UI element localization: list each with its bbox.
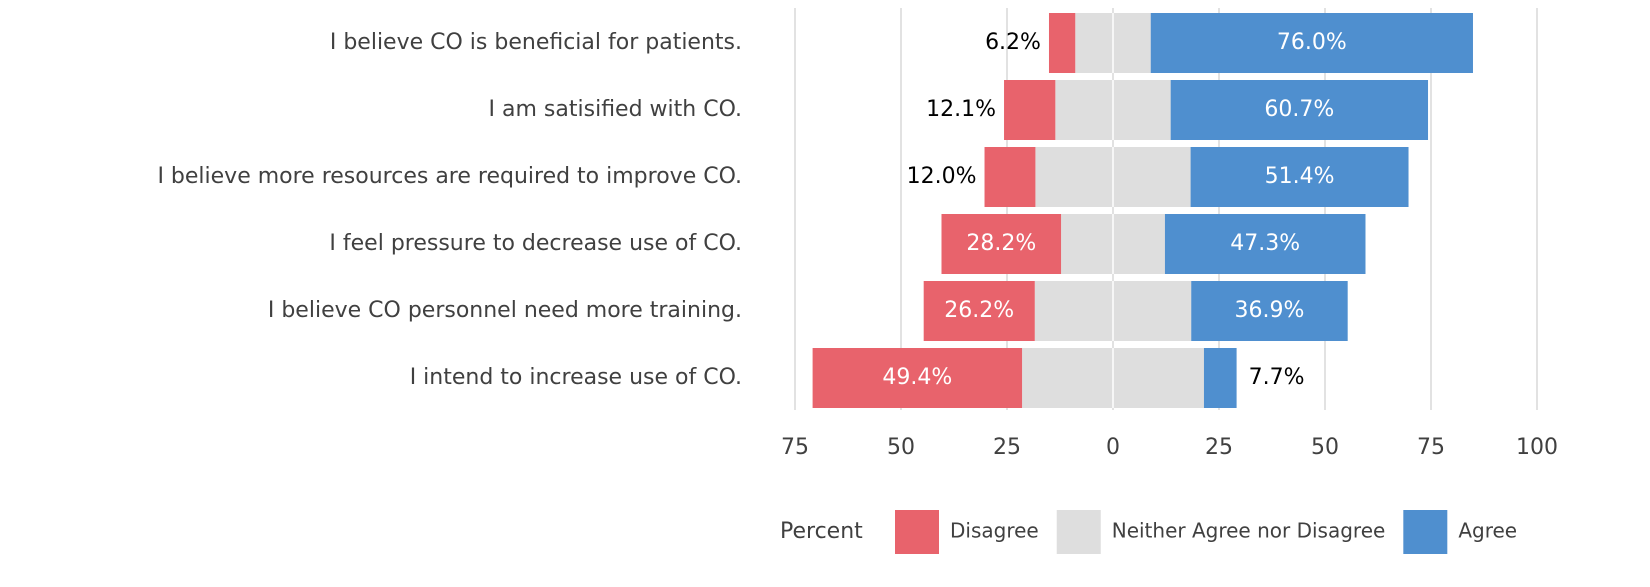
bar-segment xyxy=(1150,13,1473,73)
bar-segment xyxy=(812,348,1023,408)
x-tick-label: 100 xyxy=(1516,435,1558,460)
x-tick-label: 50 xyxy=(1311,435,1339,460)
bar-segment xyxy=(1191,281,1348,341)
x-tick-label: 0 xyxy=(1106,435,1120,460)
bar-segment xyxy=(923,281,1035,341)
bar-segment xyxy=(1190,147,1409,207)
data-label: 7.7% xyxy=(1249,365,1305,390)
category-label: I believe more resources are required to… xyxy=(157,164,742,189)
bar-segment xyxy=(984,147,1036,207)
data-label: 76.0% xyxy=(1277,30,1347,55)
bar-segment xyxy=(1170,80,1429,140)
bar-segment xyxy=(1203,348,1237,408)
bar-segment xyxy=(1048,13,1076,73)
legend-label: Agree xyxy=(1458,519,1517,543)
data-label: 36.9% xyxy=(1235,298,1305,323)
category-label: I believe CO is beneficial for patients. xyxy=(330,30,742,55)
data-label: 51.4% xyxy=(1265,164,1335,189)
x-tick-label: 75 xyxy=(1417,435,1445,460)
category-label: I intend to increase use of CO. xyxy=(410,365,742,390)
bar-segment xyxy=(1004,80,1056,140)
legend-swatch xyxy=(1056,510,1101,554)
data-label: 12.1% xyxy=(926,97,996,122)
data-label: 49.4% xyxy=(882,365,952,390)
x-tick-label: 25 xyxy=(993,435,1021,460)
data-label: 28.2% xyxy=(966,231,1036,256)
x-tick-label: 75 xyxy=(781,435,809,460)
x-tick-label: 50 xyxy=(887,435,915,460)
category-label: I believe CO personnel need more trainin… xyxy=(268,298,742,323)
legend-title: Percent xyxy=(780,519,863,544)
bar-segment xyxy=(1164,214,1366,274)
data-label: 47.3% xyxy=(1230,231,1300,256)
data-label: 12.0% xyxy=(907,164,977,189)
data-label: 26.2% xyxy=(944,298,1014,323)
bar-segment xyxy=(941,214,1062,274)
category-label: I feel pressure to decrease use of CO. xyxy=(329,231,742,256)
x-tick-label: 25 xyxy=(1205,435,1233,460)
data-label: 60.7% xyxy=(1264,97,1334,122)
data-label: 6.2% xyxy=(985,30,1041,55)
legend-swatch xyxy=(895,510,939,554)
category-label: I am satisified with CO. xyxy=(489,97,742,122)
legend-label: Disagree xyxy=(950,519,1039,543)
legend-label: Neither Agree nor Disagree xyxy=(1112,519,1386,543)
legend-swatch xyxy=(1403,510,1448,554)
